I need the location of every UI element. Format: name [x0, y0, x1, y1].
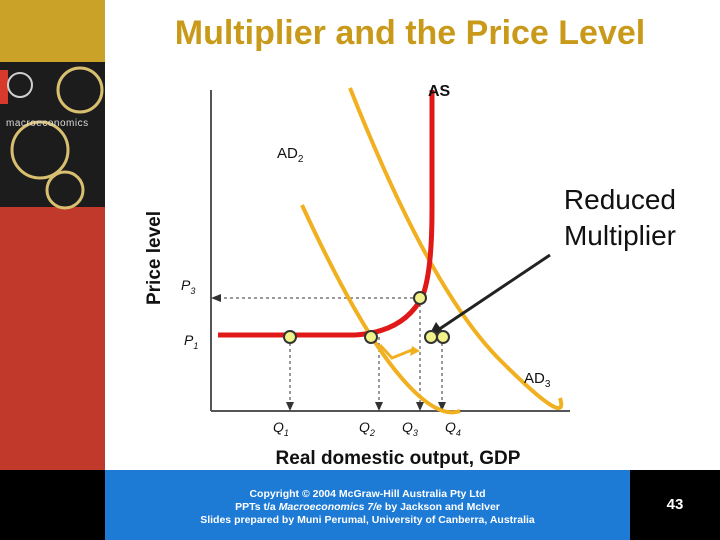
book-title: macroeconomics	[6, 118, 89, 129]
q3-arrowhead	[416, 402, 424, 411]
q1-label-main: Q	[273, 419, 284, 435]
cover-tab	[0, 70, 8, 104]
p3-arrowhead	[211, 294, 221, 302]
p1-label: P1	[184, 332, 198, 351]
point-p1-q4	[436, 330, 450, 344]
q1-label-sub: 1	[284, 428, 289, 438]
slide-title: Multiplier and the Price Level	[174, 14, 646, 52]
ad3-label-main: AD	[524, 370, 545, 387]
q4-label-sub: 4	[456, 428, 461, 438]
guide-arrowheads	[211, 294, 446, 411]
point-p1-q3	[424, 330, 438, 344]
footer-credits: Copyright © 2004 McGraw-Hill Australia P…	[105, 488, 630, 527]
q2-arrowhead	[375, 402, 383, 411]
p1-label-main: P	[184, 332, 194, 348]
q2-label-sub: 2	[369, 428, 375, 438]
q1-arrowhead	[286, 402, 294, 411]
y-axis-label: Price level	[144, 211, 165, 305]
as-label: AS	[428, 83, 451, 100]
q4-label-main: Q	[445, 419, 456, 435]
footer-credits-panel: Copyright © 2004 McGraw-Hill Australia P…	[105, 470, 630, 540]
p1-label-sub: 1	[193, 341, 198, 351]
p3-label-main: P	[181, 277, 191, 293]
credits-line-2-suffix: by Jackson and McIver	[381, 501, 500, 513]
ad3-curve	[348, 87, 564, 410]
sidebar-book-cover: macroeconomics	[0, 0, 105, 470]
shift-bracket-arrowhead	[410, 346, 420, 356]
annotation-line-1: Reduced	[564, 184, 676, 215]
ad2-label-sub: 2	[298, 154, 304, 165]
credits-book-title: Macroeconomics 7/e	[278, 501, 382, 513]
q3-label-sub: 3	[413, 428, 418, 438]
p3-label: P3	[181, 277, 195, 296]
ad2-label: AD2	[277, 145, 304, 165]
ad2-label-main: AD	[277, 145, 298, 162]
p3-label-sub: 3	[190, 286, 195, 296]
q3-label: Q3	[402, 419, 418, 438]
q3-label-main: Q	[402, 419, 413, 435]
reduced-multiplier-arrow	[437, 253, 551, 332]
credits-line-2-prefix: PPTs t/a	[235, 501, 279, 513]
annotation-line-2: Multiplier	[564, 220, 676, 251]
ad2-curve	[300, 204, 461, 415]
equilibrium-points	[283, 291, 450, 344]
credits-line-1: Copyright © 2004 McGraw-Hill Australia P…	[249, 488, 486, 500]
page-number: 43	[666, 496, 684, 513]
credits-line-3: Slides prepared by Muni Perumal, Univers…	[200, 514, 535, 526]
point-p1-q2	[364, 330, 378, 344]
q1-label: Q1	[273, 419, 289, 438]
point-p1-q1	[283, 330, 297, 344]
footer-bar: Copyright © 2004 McGraw-Hill Australia P…	[0, 470, 720, 540]
ad3-label-sub: 3	[545, 379, 551, 390]
cover-gold-band	[0, 0, 105, 62]
q2-label: Q2	[359, 419, 375, 438]
ad3-label: AD3	[524, 370, 551, 390]
guide-lines	[218, 297, 443, 408]
shift-bracket	[378, 343, 413, 360]
point-p3-q3	[413, 291, 427, 305]
q4-arrowhead	[438, 402, 446, 411]
multiplier-diagram: Price level Real domestic output, GDP AS…	[144, 83, 676, 469]
q2-label-main: Q	[359, 419, 370, 435]
cover-swirl-art	[7, 66, 104, 210]
x-axis-label: Real domestic output, GDP	[276, 448, 521, 469]
credits-line-2: PPTs t/a Macroeconomics 7/e by Jackson a…	[105, 501, 630, 514]
q4-label: Q4	[445, 419, 461, 438]
